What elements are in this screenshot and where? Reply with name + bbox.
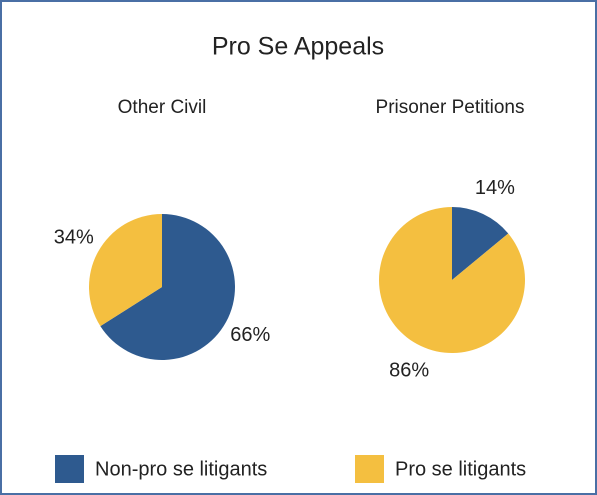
data-label: 86% — [389, 359, 429, 381]
data-label: 66% — [230, 324, 270, 346]
pie-slice — [88, 214, 162, 327]
pie-title: Other Civil — [118, 97, 207, 118]
legend-label: Non-pro se litigants — [95, 458, 267, 480]
pie-slice — [379, 207, 525, 353]
legend-swatch — [355, 455, 384, 483]
data-label: 14% — [475, 177, 515, 199]
legend-swatch — [55, 455, 84, 483]
pie-slice — [452, 206, 509, 280]
data-label: 34% — [54, 227, 94, 249]
pie-slice — [100, 214, 236, 361]
chart-title: Pro Se Appeals — [212, 33, 384, 61]
legend-label: Pro se litigants — [395, 458, 526, 480]
pie-title: Prisoner Petitions — [376, 97, 525, 118]
